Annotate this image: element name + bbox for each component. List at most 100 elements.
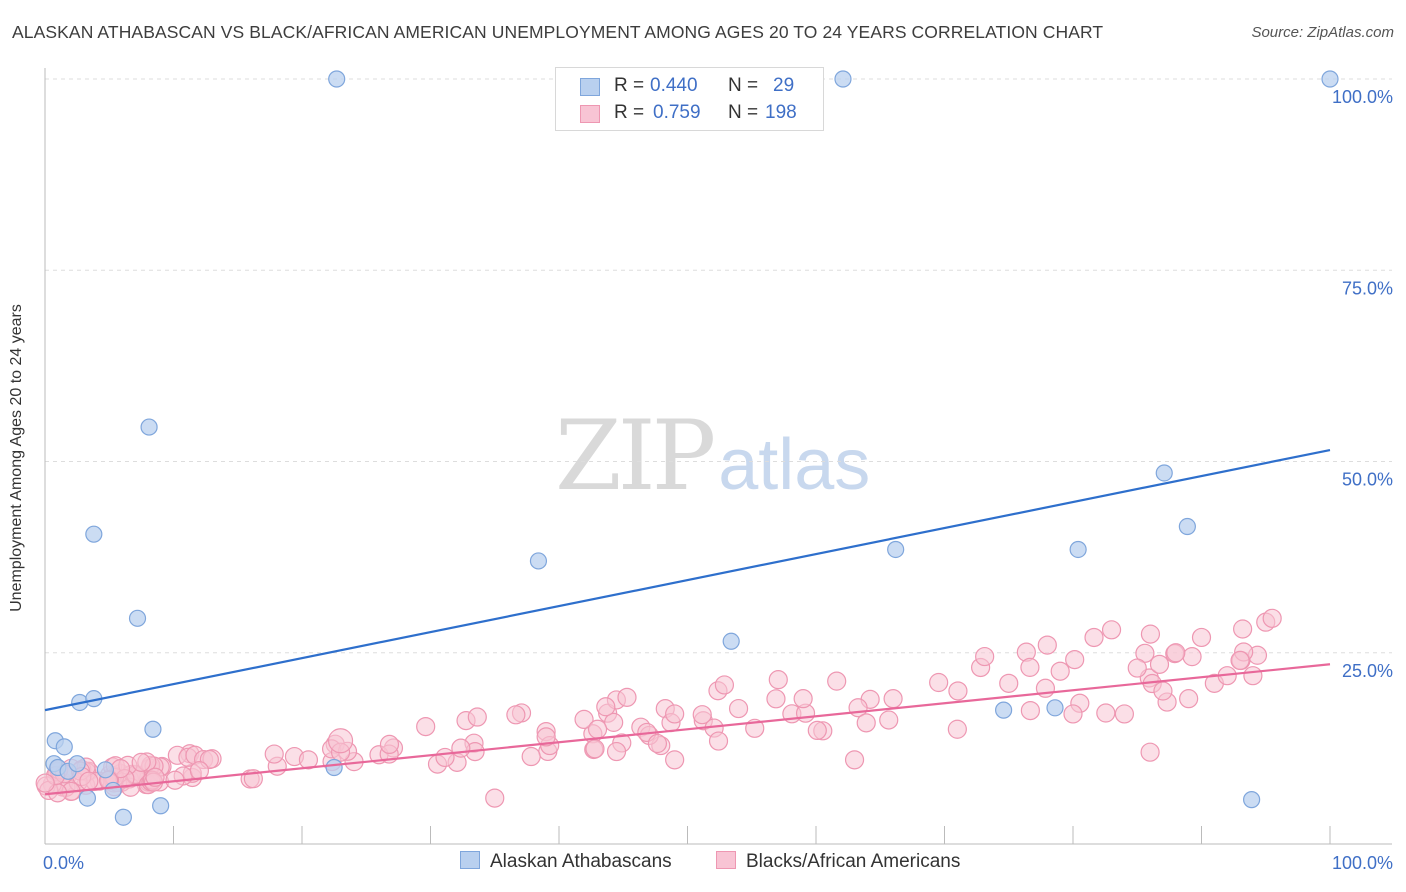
pink-data-point: [1182, 647, 1202, 667]
blue-data-point: [1046, 699, 1064, 717]
blue-data-point: [128, 609, 147, 627]
pink-data-point: [435, 747, 455, 768]
blue-series-points: [45, 70, 1339, 826]
pink-data-point: [189, 761, 210, 781]
pink-data-point: [947, 719, 967, 739]
blue-data-point: [114, 808, 132, 826]
pink-data-point: [708, 731, 729, 751]
pink-data-point: [606, 741, 627, 762]
pink-data-point: [665, 750, 685, 770]
pink-data-point: [768, 670, 788, 690]
x-tick-label: 100.0%: [1332, 853, 1393, 873]
watermark-atlas: atlas: [718, 425, 871, 505]
pink-data-point: [929, 672, 949, 693]
legend-r-label: R =: [614, 75, 645, 96]
bottom-legend-label-pink: Blacks/African Americans: [746, 851, 961, 872]
pink-data-point: [1101, 620, 1122, 640]
pink-data-point: [1230, 650, 1250, 671]
blue-data-point: [140, 418, 158, 436]
bottom-legend-pink: Blacks/African Americans: [716, 851, 960, 873]
pink-data-point: [1084, 627, 1104, 648]
pink-data-point: [665, 704, 685, 724]
legend-n-value: 198: [765, 102, 797, 123]
legend-swatch-blue: [580, 78, 600, 96]
pink-data-point: [485, 788, 505, 808]
blue-data-point: [328, 70, 346, 88]
blue-data-point: [144, 720, 162, 738]
blue-data-point: [152, 797, 170, 815]
blue-data-point: [1243, 791, 1261, 809]
pink-data-point: [1020, 700, 1040, 721]
legend-swatch-pink: [580, 105, 600, 123]
pink-data-point: [416, 716, 436, 737]
pink-data-point: [1140, 742, 1160, 762]
pink-data-point: [1179, 689, 1199, 709]
blue-data-point: [104, 781, 122, 800]
pink-data-point: [1050, 661, 1070, 681]
pink-data-point: [596, 697, 616, 717]
blue-data-point: [96, 761, 114, 779]
legend-row-pink: R = 0.759 N = 198: [556, 100, 823, 128]
blue-data-point: [68, 755, 86, 773]
blue-data-point: [834, 70, 852, 88]
legend-n-value: 29: [773, 75, 795, 96]
blue-data-point: [1321, 70, 1339, 88]
pink-data-point: [521, 746, 541, 767]
pink-data-point: [728, 698, 749, 719]
bottom-legend-swatch-blue: [460, 851, 480, 869]
pink-data-point: [827, 671, 847, 691]
pink-data-point: [1233, 619, 1253, 639]
pink-data-point: [948, 681, 968, 701]
pink-data-point: [131, 752, 151, 772]
axes: [44, 68, 1392, 845]
pink-data-point: [856, 713, 876, 733]
bottom-legend-swatch-pink: [716, 851, 736, 869]
watermark-zip: ZIP: [555, 400, 716, 512]
pink-data-point: [1149, 654, 1170, 674]
pink-data-point: [844, 750, 865, 770]
y-tick-label: 75.0%: [1342, 278, 1393, 298]
y-tick-label: 100.0%: [1332, 87, 1393, 107]
pink-data-point: [79, 771, 99, 791]
pink-data-point: [574, 709, 594, 730]
pink-data-point: [298, 750, 319, 770]
correlation-legend: R = 0.440 N = 29 R = 0.759 N = 198: [555, 67, 824, 131]
pink-data-point: [1114, 704, 1135, 724]
pink-data-point: [714, 675, 735, 695]
pink-data-point: [1020, 657, 1040, 677]
y-tick-label: 25.0%: [1342, 661, 1393, 681]
blue-data-point: [78, 789, 97, 807]
pink-data-point: [1243, 666, 1263, 686]
pink-data-point: [807, 720, 827, 741]
blue-data-point: [722, 632, 740, 650]
pink-data-point: [1153, 681, 1173, 701]
blue-data-point: [1155, 464, 1173, 482]
pink-data-point: [604, 712, 624, 732]
blue-data-point: [1069, 540, 1087, 559]
blue-data-point: [995, 701, 1013, 719]
pink-data-point: [1191, 627, 1212, 648]
blue-data-point: [325, 758, 343, 777]
y-tick-label: 50.0%: [1342, 470, 1393, 490]
pink-data-point: [1063, 704, 1083, 724]
pink-data-point: [379, 734, 400, 755]
gridlines: [45, 78, 1392, 654]
y-axis-label: Unemployment Among Ages 20 to 24 years: [8, 304, 25, 612]
pink-data-point: [879, 710, 899, 730]
pink-data-point: [35, 773, 55, 793]
pink-data-point: [692, 705, 712, 725]
legend-r-label: R =: [614, 102, 645, 123]
blue-data-point: [529, 552, 548, 570]
pink-data-point: [617, 687, 637, 707]
pink-data-point: [999, 673, 1019, 693]
legend-n-label: N =: [728, 75, 759, 96]
pink-data-point: [1065, 649, 1085, 670]
legend-r-value: 0.440: [650, 75, 698, 96]
legend-r-value: 0.759: [653, 102, 701, 123]
pink-data-point: [1262, 608, 1282, 628]
blue-data-point: [887, 540, 905, 559]
pink-data-point: [587, 719, 608, 739]
x-tick-label: 0.0%: [43, 853, 84, 873]
watermark: ZIPatlas: [555, 400, 870, 512]
chart-source: Source: ZipAtlas.com: [1251, 24, 1394, 41]
